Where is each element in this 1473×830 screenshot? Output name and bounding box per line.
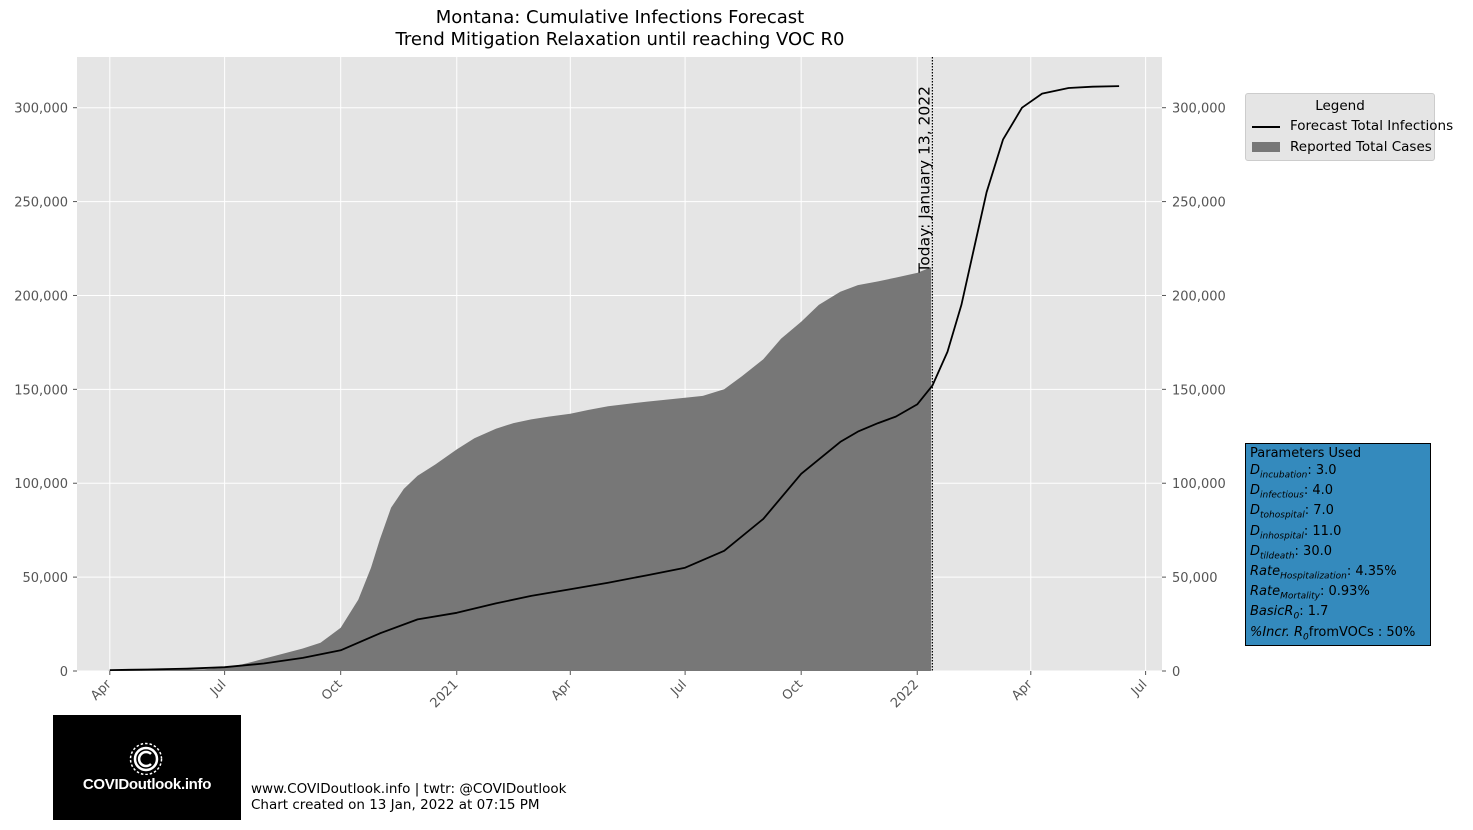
parameters-title: Parameters Used <box>1250 446 1362 461</box>
y-tick-label-right: 300,000 <box>1172 102 1226 117</box>
parameter-row: %Incr. R0fromVOCs : 50% <box>1250 624 1416 643</box>
x-tick-label: Jul <box>207 677 229 699</box>
parameter-row: Dinhospital: 11.0 <box>1250 523 1342 542</box>
legend-title: Legend <box>1315 98 1365 114</box>
footer-created: Chart created on 13 Jan, 2022 at 07:15 P… <box>251 797 540 813</box>
chart-title: Montana: Cumulative Infections Forecast <box>435 7 805 28</box>
parameter-row: Dincubation: 3.0 <box>1250 463 1337 481</box>
y-tick-label-left: 250,000 <box>14 196 68 211</box>
y-tick-label-left: 50,000 <box>23 571 69 586</box>
y-tick-label-left: 300,000 <box>14 102 68 117</box>
y-tick-label-right: 100,000 <box>1172 477 1226 492</box>
parameter-row: BasicR0: 1.7 <box>1250 604 1329 622</box>
x-tick-label: 2022 <box>888 677 922 711</box>
y-tick-label-right: 200,000 <box>1172 289 1226 304</box>
today-marker-layer: Today: January 13, 2022 <box>915 57 933 671</box>
forecast-line-layer <box>109 85 1120 671</box>
y-tick-label-right: 0 <box>1172 665 1180 680</box>
y-axes: 0 0 50,000 50,000 100,000 100,000 150,000 150,0… <box>14 102 1226 680</box>
reported-cases-area-layer <box>108 267 932 671</box>
x-tick-label: Apr <box>1009 677 1036 704</box>
legend-label-forecast: Forecast Total Infections <box>1290 118 1454 134</box>
parameter-row: Dtohospital: 7.0 <box>1250 503 1334 521</box>
x-axis: Apr Jul Oct 2021 Apr Jul Oct 2022 Apr Jul <box>88 671 1150 711</box>
legend-line-swatch <box>1252 126 1280 128</box>
legend-area-swatch <box>1252 142 1280 152</box>
y-tick-label-right: 50,000 <box>1172 571 1218 586</box>
logo-text: COVIDoutlook.info <box>82 776 212 793</box>
y-tick-label-right: 150,000 <box>1172 383 1226 398</box>
parameters-box: Parameters Used Dincubation: 3.0 Dinfecti… <box>1245 443 1431 646</box>
y-tick-label-left: 0 <box>60 665 68 680</box>
reported-cases-area <box>108 267 932 671</box>
parameter-row: Dinfectious: 4.0 <box>1250 483 1333 501</box>
logo: COVIDoutlook.info <box>53 715 241 820</box>
x-tick-label: Jul <box>668 677 690 699</box>
parameter-row: Dtildeath: 30.0 <box>1250 543 1333 562</box>
virus-c-icon <box>129 742 163 775</box>
parameter-row: RateHospitalization: 4.35% <box>1250 564 1397 582</box>
x-tick-label: 2021 <box>428 677 462 711</box>
x-tick-label: Jul <box>1128 677 1150 699</box>
y-tick-label-left: 100,000 <box>14 477 68 492</box>
today-label: Today: January 13, 2022 <box>915 86 933 274</box>
forecast-infections-line <box>109 85 1120 671</box>
legend: Legend Forecast Total Infections Reporte… <box>1245 93 1453 161</box>
legend-label-reported: Reported Total Cases <box>1290 139 1432 155</box>
y-tick-label-right: 250,000 <box>1172 196 1226 211</box>
x-tick-label: Oct <box>319 677 346 704</box>
x-tick-label: Apr <box>549 677 576 704</box>
footer-links: www.COVIDoutlook.info | twtr: @COVIDoutl… <box>251 781 567 797</box>
x-tick-label: Apr <box>88 677 115 704</box>
parameter-row: RateMortality: 0.93% <box>1250 584 1370 602</box>
x-tick-label: Oct <box>779 677 806 704</box>
chart-subtitle: Trend Mitigation Relaxation until reachi… <box>395 29 845 50</box>
y-tick-label-left: 150,000 <box>14 383 68 398</box>
y-tick-label-left: 200,000 <box>14 289 68 304</box>
